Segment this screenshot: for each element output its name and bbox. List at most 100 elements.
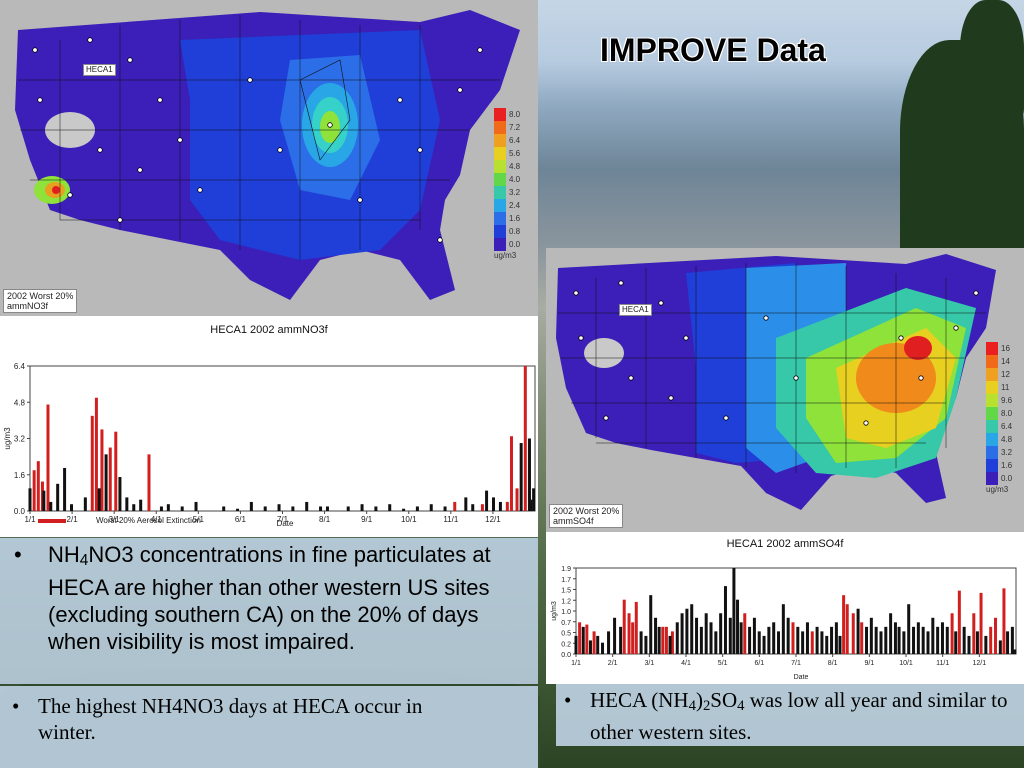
other-day-bar xyxy=(613,617,617,654)
legend-swatch-worst20 xyxy=(38,519,66,523)
x-tick-label: 12/1 xyxy=(973,660,987,667)
other-day-bar xyxy=(954,631,958,654)
other-day-bar xyxy=(695,617,699,654)
worst20-bar xyxy=(670,631,674,654)
nitrate-legend-label: 1.6 xyxy=(509,214,521,223)
site-label-heca1-so4: HECA1 xyxy=(619,304,652,316)
other-day-bar xyxy=(1006,631,1010,654)
legend-label-worst20: Worst 20% Aerosol Extinction xyxy=(96,516,201,525)
x-tick-label: 8/1 xyxy=(319,515,331,524)
other-day-bar xyxy=(879,631,883,654)
worst20-bar xyxy=(810,631,814,654)
other-day-bar xyxy=(916,622,920,654)
x-axis-label: Date xyxy=(277,519,294,528)
worst20-bar xyxy=(147,454,151,511)
other-day-bar xyxy=(166,504,170,511)
other-day-bar xyxy=(998,640,1002,654)
nitrate-legend-swatch xyxy=(494,121,506,134)
tree-decoration xyxy=(960,0,1024,120)
sulfate-legend-swatch xyxy=(986,420,998,433)
other-day-bar xyxy=(498,501,502,511)
sulfate-chart-title: HECA1 2002 ammSO4f xyxy=(726,538,844,550)
other-day-bar xyxy=(319,506,323,511)
other-day-bar xyxy=(699,626,703,654)
y-tick-label: 1.7 xyxy=(561,577,571,584)
y-axis-label: ug/m3 xyxy=(551,601,558,621)
y-tick-label: 0.0 xyxy=(14,507,26,516)
worst20-bar xyxy=(791,622,795,654)
worst20-bar xyxy=(860,622,864,654)
other-day-bar xyxy=(739,622,743,654)
nitrate-legend: 8.0 7.2 6.4 5.6 4.8 4.0 3.2 2.4 1.6 0.8 0.0 ug/m3 xyxy=(494,108,534,260)
sulfate-legend-swatch xyxy=(986,433,998,446)
nitrate-legend-label: 4.0 xyxy=(509,175,521,184)
other-day-bar xyxy=(588,640,592,654)
other-day-bar xyxy=(83,497,87,511)
sulfate-legend-row: 1.6 xyxy=(986,459,1022,472)
other-day-bar xyxy=(654,617,658,654)
sulfate-legend-row: 16 xyxy=(986,342,1022,355)
worst20-bar xyxy=(994,617,998,654)
other-day-bar xyxy=(897,626,901,654)
other-day-bar xyxy=(388,504,392,511)
nitrate-chart-panel: HECA1 2002 ammNO3f 0.0 1.6 3.2 4.8 6.4 1/1 2/1… xyxy=(0,316,538,537)
sulfate-legend: 16 14 12 11 9.6 8.0 6.4 4.8 3.2 1.6 0.0 ug/m3 xyxy=(986,342,1022,494)
sulfate-legend-swatch xyxy=(986,459,998,472)
sulfate-legend-row: 9.6 xyxy=(986,394,1022,407)
other-day-bar xyxy=(63,467,67,511)
nitrate-legend-swatch xyxy=(494,212,506,225)
worst20-bar xyxy=(957,590,961,654)
other-day-bar xyxy=(940,622,944,654)
x-tick-label: 3/1 xyxy=(644,660,654,667)
x-tick-label: 7/1 xyxy=(791,660,801,667)
nitrate-legend-swatch xyxy=(494,147,506,160)
left-bullet-panel xyxy=(0,538,538,684)
other-day-bar xyxy=(263,506,267,511)
other-day-bar xyxy=(639,631,643,654)
nitrate-legend-label: 6.4 xyxy=(509,136,521,145)
worst20-bar xyxy=(592,631,596,654)
other-day-bar xyxy=(907,604,911,654)
other-day-bar xyxy=(443,506,447,511)
y-axis-label: ug/m3 xyxy=(3,427,12,450)
worst20-bar xyxy=(989,626,993,654)
nitrate-legend-row: 4.0 xyxy=(494,173,534,186)
other-day-bar xyxy=(834,622,838,654)
worst20-bar xyxy=(100,429,104,511)
other-day-bar xyxy=(912,626,916,654)
other-day-bar xyxy=(921,626,925,654)
other-day-bar xyxy=(574,635,578,654)
worst20-bar xyxy=(842,595,846,654)
other-day-bar xyxy=(801,631,805,654)
worst20-bar xyxy=(480,504,484,511)
worst20-bar xyxy=(523,366,527,511)
y-tick-label: 1.5 xyxy=(561,588,571,595)
other-day-bar xyxy=(902,631,906,654)
worst20-bar xyxy=(979,592,983,654)
x-tick-label: 5/1 xyxy=(193,515,205,524)
x-tick-label: 1/1 xyxy=(571,660,581,667)
nitrate-legend-label: 7.2 xyxy=(509,123,521,132)
nitrate-legend-row: 3.2 xyxy=(494,186,534,199)
nitrate-chart: 0.0 1.6 3.2 4.8 6.4 1/1 2/1 3/1 4/1 5/1 6/1 7/1 8/1 9… xyxy=(3,362,536,528)
sulfate-map-caption: 2002 Worst 20% ammSO4f xyxy=(549,504,624,528)
worst20-bar xyxy=(631,622,635,654)
nitrate-legend-swatch xyxy=(494,238,506,251)
other-day-bar xyxy=(159,506,163,511)
site-markers xyxy=(32,37,483,243)
missing-data-nevada-so4 xyxy=(584,338,624,368)
nitrate-legend-unit: ug/m3 xyxy=(494,251,517,260)
x-tick-label: 9/1 xyxy=(361,515,373,524)
sulfate-legend-label: 16 xyxy=(1001,344,1010,353)
other-day-bar xyxy=(719,613,723,654)
worst20-bar xyxy=(851,613,855,654)
sulfate-legend-swatch xyxy=(986,342,998,355)
other-day-bar xyxy=(723,586,727,654)
other-day-bar xyxy=(748,626,752,654)
other-day-bar xyxy=(139,499,143,511)
other-day-bar xyxy=(596,635,600,654)
nitrate-legend-row: 0.8 xyxy=(494,225,534,238)
nitrate-legend-row: 5.6 xyxy=(494,147,534,160)
other-day-bar xyxy=(607,631,611,654)
sulfate-map: HECA1 2002 Worst 20% ammSO4f 16 14 12 11 9.6… xyxy=(546,248,1024,532)
